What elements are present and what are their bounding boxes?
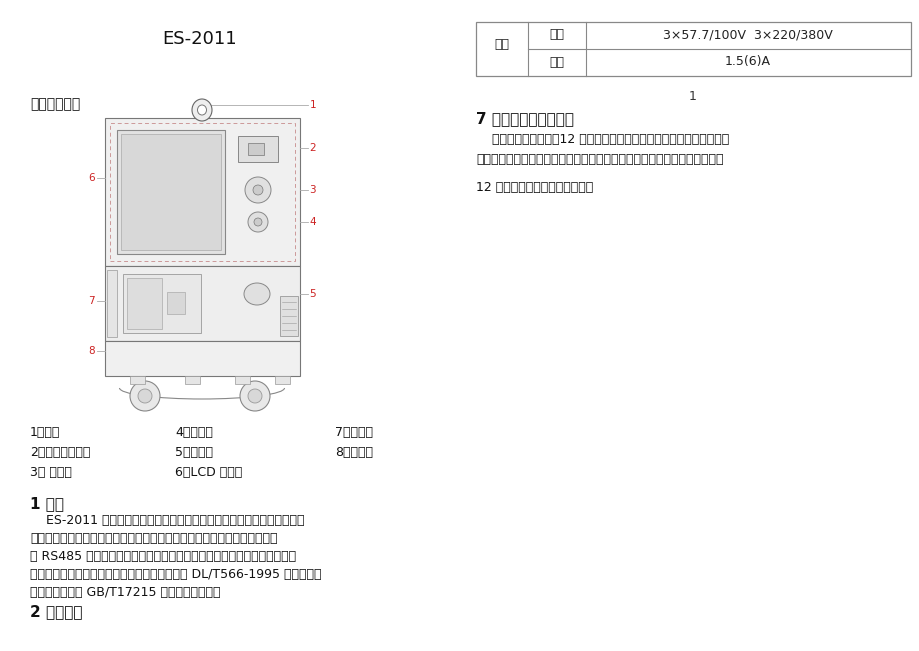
Bar xyxy=(121,134,221,250)
Bar xyxy=(105,266,300,341)
Text: 1、挂钉: 1、挂钉 xyxy=(30,426,61,439)
Text: 7 保证期限与售后服务: 7 保证期限与售后服务 xyxy=(475,111,573,126)
Text: 8: 8 xyxy=(88,346,95,356)
Bar xyxy=(234,376,250,384)
Text: 制造厂铅封仓完整的条件下，若有质量问题，我公司负责免费修理或更换。: 制造厂铅封仓完整的条件下，若有质量问题，我公司负责免费修理或更换。 xyxy=(475,153,722,166)
Bar xyxy=(248,143,264,155)
Text: 电压: 电压 xyxy=(549,29,564,42)
Text: 和 RS485 通讯功能，计算虚拟电量、记录各种事件、正反有功、正反无功: 和 RS485 通讯功能，计算虚拟电量、记录各种事件、正反有功、正反无功 xyxy=(30,550,296,563)
Text: 时器技术条件和 GB/T17215 系列标准的要求。: 时器技术条件和 GB/T17215 系列标准的要求。 xyxy=(30,586,221,599)
Text: 电流: 电流 xyxy=(549,55,564,68)
Text: 规格: 规格 xyxy=(494,38,509,51)
Circle shape xyxy=(138,389,152,403)
Circle shape xyxy=(253,185,263,195)
Bar xyxy=(110,123,295,261)
Text: ES-2011: ES-2011 xyxy=(163,30,237,48)
Text: 液晶屏多行显示便于抄表和故障判断并带有电压电流指示，具有时钟，红外: 液晶屏多行显示便于抄表和故障判断并带有电压电流指示，具有时钟，红外 xyxy=(30,532,278,545)
Bar xyxy=(167,292,185,314)
Bar xyxy=(279,296,298,336)
Text: 1: 1 xyxy=(310,100,316,110)
Bar xyxy=(238,136,278,162)
Text: 功能示意图：: 功能示意图： xyxy=(30,97,80,111)
Text: 3: 3 xyxy=(309,185,315,195)
Text: 1.5(6)A: 1.5(6)A xyxy=(724,55,770,68)
Text: 2: 2 xyxy=(309,143,315,153)
Circle shape xyxy=(248,389,262,403)
Bar xyxy=(275,376,289,384)
Circle shape xyxy=(254,218,262,226)
Circle shape xyxy=(130,381,160,411)
Ellipse shape xyxy=(192,99,211,121)
Text: 1: 1 xyxy=(688,90,697,103)
Bar xyxy=(105,341,300,376)
Ellipse shape xyxy=(244,283,269,305)
Text: 6: 6 xyxy=(88,173,95,183)
Circle shape xyxy=(244,177,271,203)
Text: 1 总则: 1 总则 xyxy=(30,496,64,511)
Bar xyxy=(117,130,225,254)
Circle shape xyxy=(248,212,267,232)
Text: 3×57.7/100V  3×220/380V: 3×57.7/100V 3×220/380V xyxy=(663,29,832,42)
Circle shape xyxy=(240,381,269,411)
Text: 5: 5 xyxy=(309,289,315,299)
Text: 6、LCD 显示屏: 6、LCD 显示屏 xyxy=(175,466,242,479)
Text: 4: 4 xyxy=(309,217,315,227)
Bar xyxy=(123,274,200,333)
Text: 失压仪自发货之日起12 个月内，如用户遵守说明书中的规定要求，且: 失压仪自发货之日起12 个月内，如用户遵守说明书中的规定要求，且 xyxy=(475,133,729,146)
Ellipse shape xyxy=(198,105,206,115)
Text: 2、红外通讯窗口: 2、红外通讯窗口 xyxy=(30,446,90,459)
Text: 7、电池盒: 7、电池盒 xyxy=(335,426,372,439)
Text: 5、编程键: 5、编程键 xyxy=(175,446,213,459)
Text: 3、 后退键: 3、 后退键 xyxy=(30,466,72,479)
Text: 8、端子盒: 8、端子盒 xyxy=(335,446,372,459)
Text: 7: 7 xyxy=(88,296,95,306)
Bar xyxy=(185,376,199,384)
Bar xyxy=(130,376,145,384)
Text: 及四象限无功电量计量功能。该表性能指标符合 DL/T566-1995 电压失压计: 及四象限无功电量计量功能。该表性能指标符合 DL/T566-1995 电压失压计 xyxy=(30,568,321,581)
Text: 12 个月后，公司提供售后服务。: 12 个月后，公司提供售后服务。 xyxy=(475,181,593,194)
Bar xyxy=(105,118,300,266)
Bar xyxy=(107,270,117,337)
Bar xyxy=(127,278,162,329)
Bar xyxy=(475,22,910,76)
Text: 2 技术参数: 2 技术参数 xyxy=(30,604,83,619)
Text: 4、前进键: 4、前进键 xyxy=(175,426,212,439)
Text: ES-2011 三相系列电子式失压仪是自主研制生产的失压计时仪，采用大: ES-2011 三相系列电子式失压仪是自主研制生产的失压计时仪，采用大 xyxy=(30,514,304,527)
